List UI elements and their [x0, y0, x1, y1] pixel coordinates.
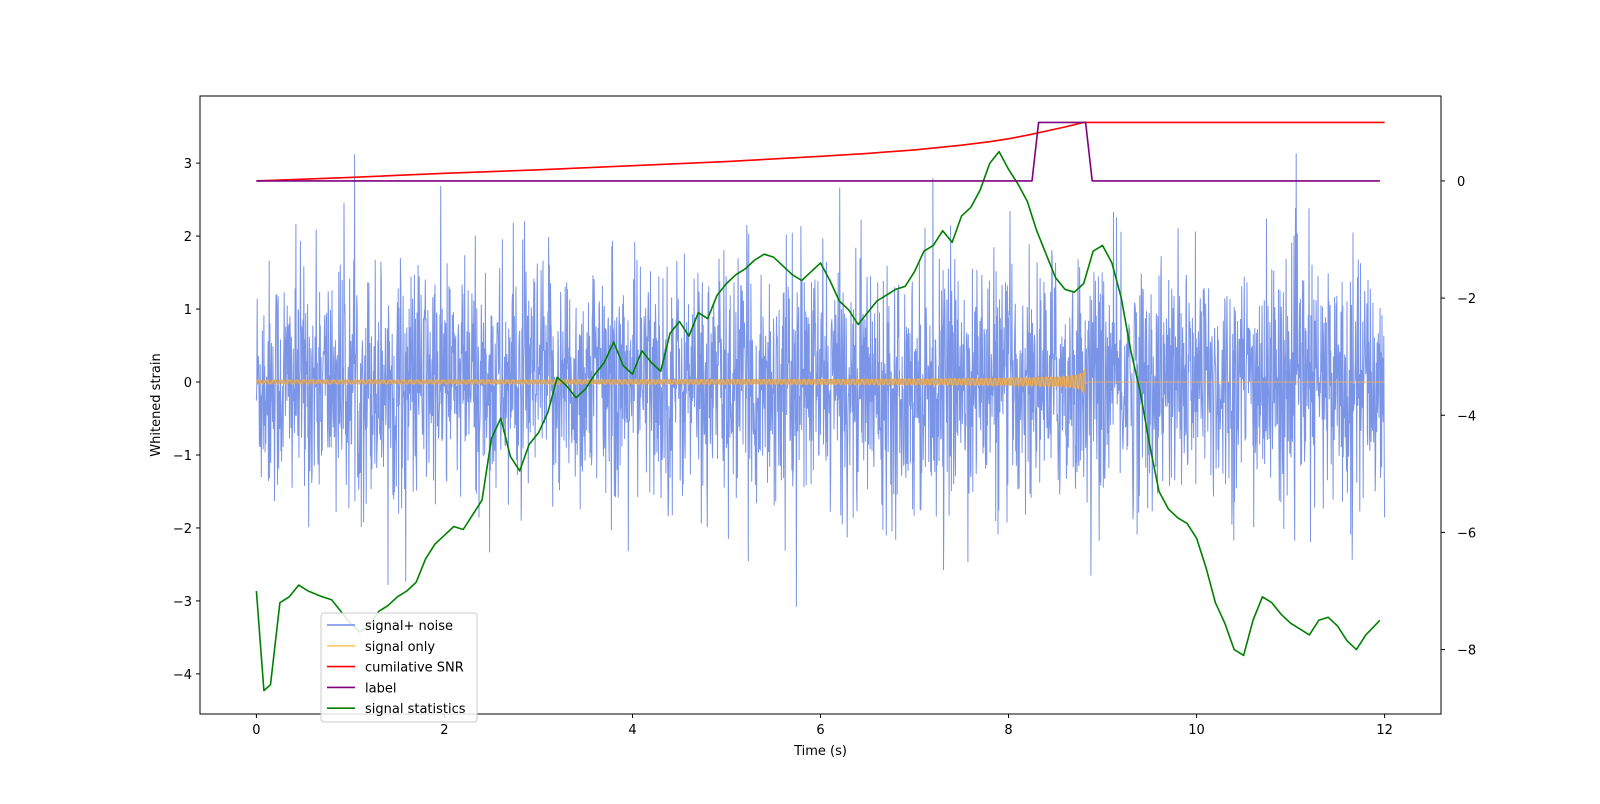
y-tick-label: −2 — [173, 522, 192, 537]
y2-tick-label: −2 — [1457, 292, 1476, 307]
series-signal-only-envelope — [256, 364, 1086, 396]
y-axis-label: Whitened strain — [149, 353, 164, 456]
x-tick-label: 12 — [1376, 723, 1393, 738]
legend: signal+ noise signal only cumilative SNR la… — [320, 612, 478, 723]
x-tick-label: 8 — [1004, 723, 1012, 738]
x-tick-label: 10 — [1188, 723, 1205, 738]
y-tick-label: −3 — [173, 595, 192, 610]
y2-tick-label: −6 — [1457, 526, 1476, 541]
legend-label: signal+ noise — [365, 619, 453, 634]
series-signal-only-line — [255, 369, 1385, 394]
plot-frame — [199, 95, 1442, 715]
y-tick-label: −4 — [173, 668, 192, 683]
legend-label: label — [365, 681, 396, 696]
y-tick-label: 1 — [184, 303, 192, 318]
x-tick-label: 0 — [252, 723, 260, 738]
x-tick-label: 2 — [440, 723, 448, 738]
series-cumulative-snr-line — [256, 121, 1385, 182]
legend-label: signal statistics — [365, 702, 466, 717]
legend-label: signal only — [365, 640, 435, 655]
x-tick-label: 6 — [816, 723, 824, 738]
y-tick-label: 3 — [184, 157, 192, 172]
series-label-line — [256, 121, 1380, 182]
y-tick-label: −1 — [173, 449, 192, 464]
y-tick-label: 0 — [184, 376, 192, 391]
y2-tick-label: −4 — [1457, 409, 1476, 424]
legend-label: cumilative SNR — [365, 661, 464, 676]
series-layer — [255, 121, 1386, 692]
legend-items: signal+ noise signal only cumilative SNR la… — [327, 619, 466, 717]
y2-tick-label: −8 — [1457, 644, 1476, 659]
series-signal-statistics-line — [255, 150, 1381, 692]
legend-frame — [320, 612, 478, 723]
x-axis-label: Time (s) — [793, 744, 847, 759]
y-tick-label: 2 — [184, 230, 192, 245]
y2-tick-label: 0 — [1457, 175, 1465, 190]
series-signal-noise-line — [255, 153, 1386, 607]
x-tick-label: 4 — [628, 723, 636, 738]
